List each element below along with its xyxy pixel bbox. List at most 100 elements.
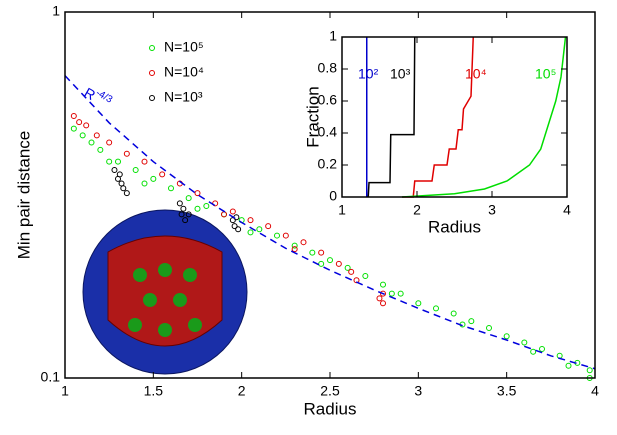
scatter-point xyxy=(433,305,439,312)
scatter-point xyxy=(132,167,139,174)
scatter-point xyxy=(182,217,189,224)
legend-marker xyxy=(149,95,155,101)
scatter-point xyxy=(450,310,457,317)
scatter-point xyxy=(586,367,593,374)
scatter-point xyxy=(397,290,404,297)
scatter-point xyxy=(106,158,113,165)
y-tick-label: 0.4 xyxy=(318,124,338,140)
legend-label: N=10⁵ xyxy=(164,39,204,55)
x-axis-label: Radius xyxy=(304,399,357,418)
y-tick-label: 0.2 xyxy=(318,156,338,172)
scatter-point xyxy=(178,211,185,218)
scatter-point xyxy=(556,352,563,359)
scatter-point xyxy=(231,223,238,230)
scatter-point xyxy=(415,300,422,307)
scatter-point xyxy=(486,324,492,331)
scatter-point xyxy=(309,249,316,256)
scatter-point xyxy=(70,112,77,119)
x-axis-label: Radius xyxy=(428,217,481,236)
series-label: 10³ xyxy=(390,66,411,82)
inset-background xyxy=(342,37,567,197)
x-tick-label: 3.5 xyxy=(497,383,517,399)
y-axis-label: Fraction xyxy=(303,86,322,147)
scatter-point xyxy=(106,139,113,146)
scatter-point xyxy=(235,226,242,233)
x-tick-label: 2 xyxy=(238,383,246,399)
series-label: 10² xyxy=(358,66,379,82)
x-tick-label: 1 xyxy=(61,383,69,399)
y-tick-label: 1 xyxy=(329,28,337,44)
x-tick-label: 1.5 xyxy=(144,383,164,399)
scatter-point xyxy=(318,260,325,267)
scatter-point xyxy=(150,175,157,182)
scatter-point xyxy=(123,150,130,157)
scatter-point xyxy=(180,205,187,212)
y-tick-label: 0 xyxy=(329,188,337,204)
scatter-point xyxy=(141,180,148,187)
scatter-point xyxy=(335,260,342,267)
scatter-point xyxy=(530,348,537,355)
scatter-point xyxy=(300,239,307,246)
fit-annotation: R-4/3 xyxy=(82,82,115,112)
scatter-point xyxy=(115,158,121,165)
y-axis-label: Min pair distance xyxy=(14,131,33,260)
scatter-point xyxy=(247,217,254,224)
legend-marker xyxy=(149,70,155,76)
series-label: 10⁵ xyxy=(535,66,556,82)
scatter-point xyxy=(76,119,83,126)
scatter-point xyxy=(344,264,351,271)
sphere-ball xyxy=(133,268,147,282)
sphere-ball xyxy=(158,263,172,277)
x-tick-label: 2 xyxy=(413,202,421,218)
legend-marker xyxy=(149,45,155,51)
scatter-point xyxy=(274,232,280,239)
x-tick-label: 1 xyxy=(338,202,346,218)
line xyxy=(401,36,567,198)
scatter-point xyxy=(348,268,355,275)
scatter-point xyxy=(88,139,95,146)
x-tick-label: 3 xyxy=(488,202,496,218)
scatter-point xyxy=(468,318,475,325)
x-tick-label: 4 xyxy=(563,202,571,218)
scatter-point xyxy=(521,339,528,346)
x-tick-label: 3 xyxy=(414,383,422,399)
scatter-point xyxy=(116,171,123,178)
fit-exponent: -4/3 xyxy=(94,87,115,105)
scatter-point xyxy=(388,290,395,297)
x-tick-label: 2.5 xyxy=(320,383,340,399)
scatter-point xyxy=(185,211,192,218)
scatter-point xyxy=(159,171,166,178)
scatter-point xyxy=(194,190,201,197)
scatter-point xyxy=(256,226,263,233)
scatter-point xyxy=(83,122,90,129)
scatter-point xyxy=(247,229,254,236)
sphere-ball xyxy=(128,318,142,332)
scatter-point xyxy=(503,333,510,340)
scatter-point xyxy=(539,346,545,353)
scatter-point xyxy=(168,185,174,192)
scatter-point xyxy=(318,249,325,256)
sphere-ball xyxy=(173,293,187,307)
scatter-point xyxy=(380,290,386,297)
scatter-point xyxy=(380,281,386,288)
scatter-point xyxy=(376,295,383,302)
scatter-point xyxy=(141,158,148,165)
scatter-point xyxy=(185,195,192,202)
line xyxy=(64,75,596,370)
scatter-point xyxy=(565,362,572,369)
scatter-point xyxy=(111,167,118,174)
scatter-point xyxy=(221,211,227,218)
line xyxy=(367,36,416,198)
y-tick-label: 0.8 xyxy=(318,60,338,76)
scatter-point xyxy=(291,242,298,249)
scatter-point xyxy=(362,272,369,279)
scatter-point xyxy=(120,185,127,192)
legend-label: N=10³ xyxy=(164,89,203,105)
scatter-point xyxy=(70,125,77,132)
y-tick-label: 1 xyxy=(52,3,60,19)
y-tick-label: 0.1 xyxy=(41,369,61,385)
scatter-point xyxy=(380,300,386,307)
scatter-point xyxy=(291,246,298,253)
scatter-point xyxy=(282,232,289,239)
